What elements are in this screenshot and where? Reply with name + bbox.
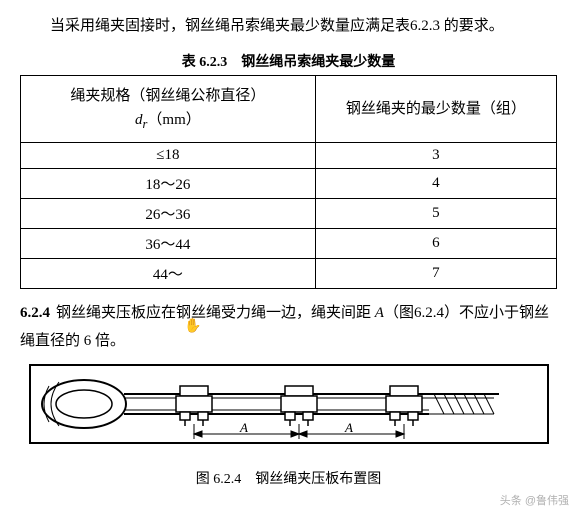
section-text-before: 钢丝绳夹压板应在钢丝绳受力绳一边，绳夹间距	[56, 305, 375, 321]
rope-clip-diagram-icon: A A	[29, 364, 549, 459]
clip-icon	[281, 386, 317, 426]
dimension-label-A: A	[344, 420, 353, 435]
cell-qty: 3	[315, 142, 556, 168]
cell-spec: 36～44	[21, 228, 316, 258]
cell-qty: 4	[315, 168, 556, 198]
section-number: 6.2.4	[20, 305, 50, 321]
intro-paragraph: 当采用绳夹固接时，钢丝绳吊索绳夹最少数量应满足表6.2.3 的要求。	[20, 12, 557, 41]
clip-icon	[176, 386, 212, 426]
table-row: ≤18 3	[21, 142, 557, 168]
table-row: 36～44 6	[21, 228, 557, 258]
table-header-row: 绳夹规格（钢丝绳公称直径） dr（mm） 钢丝绳夹的最少数量（组）	[21, 75, 557, 142]
cell-qty: 5	[315, 198, 556, 228]
table-row: 18～26 4	[21, 168, 557, 198]
cell-qty: 6	[315, 228, 556, 258]
section-A: A	[375, 305, 384, 321]
clip-quantity-table: 绳夹规格（钢丝绳公称直径） dr（mm） 钢丝绳夹的最少数量（组） ≤18 3 …	[20, 75, 557, 289]
table-header-qty: 钢丝绳夹的最少数量（组）	[315, 75, 556, 142]
dimension-label-A: A	[239, 420, 248, 435]
cell-spec: ≤18	[21, 142, 316, 168]
table-row: 26～36 5	[21, 198, 557, 228]
header-spec-unit: （mm）	[147, 112, 200, 128]
table-caption: 表 6.2.3 钢丝绳吊索绳夹最少数量	[20, 51, 557, 71]
cell-spec: 44～	[21, 258, 316, 288]
table-header-spec: 绳夹规格（钢丝绳公称直径） dr（mm）	[21, 75, 316, 142]
clip-icon	[386, 386, 422, 426]
watermark-text: 头条 @鲁伟强	[500, 492, 569, 508]
figure-diagram: A A 图 6.2.4 钢丝绳夹压板布置图	[20, 364, 557, 488]
cell-spec: 26～36	[21, 198, 316, 228]
figure-caption: 图 6.2.4 钢丝绳夹压板布置图	[20, 468, 557, 488]
header-spec-d: d	[135, 112, 143, 128]
header-spec-line1: 绳夹规格（钢丝绳公称直径）	[70, 88, 265, 104]
cell-qty: 7	[315, 258, 556, 288]
table-row: 44～ 7	[21, 258, 557, 288]
cell-spec: 18～26	[21, 168, 316, 198]
section-paragraph: 6.2.4钢丝绳夹压板应在钢丝绳受力绳一边，绳夹间距 A（图6.2.4）不应小于…	[20, 299, 557, 356]
